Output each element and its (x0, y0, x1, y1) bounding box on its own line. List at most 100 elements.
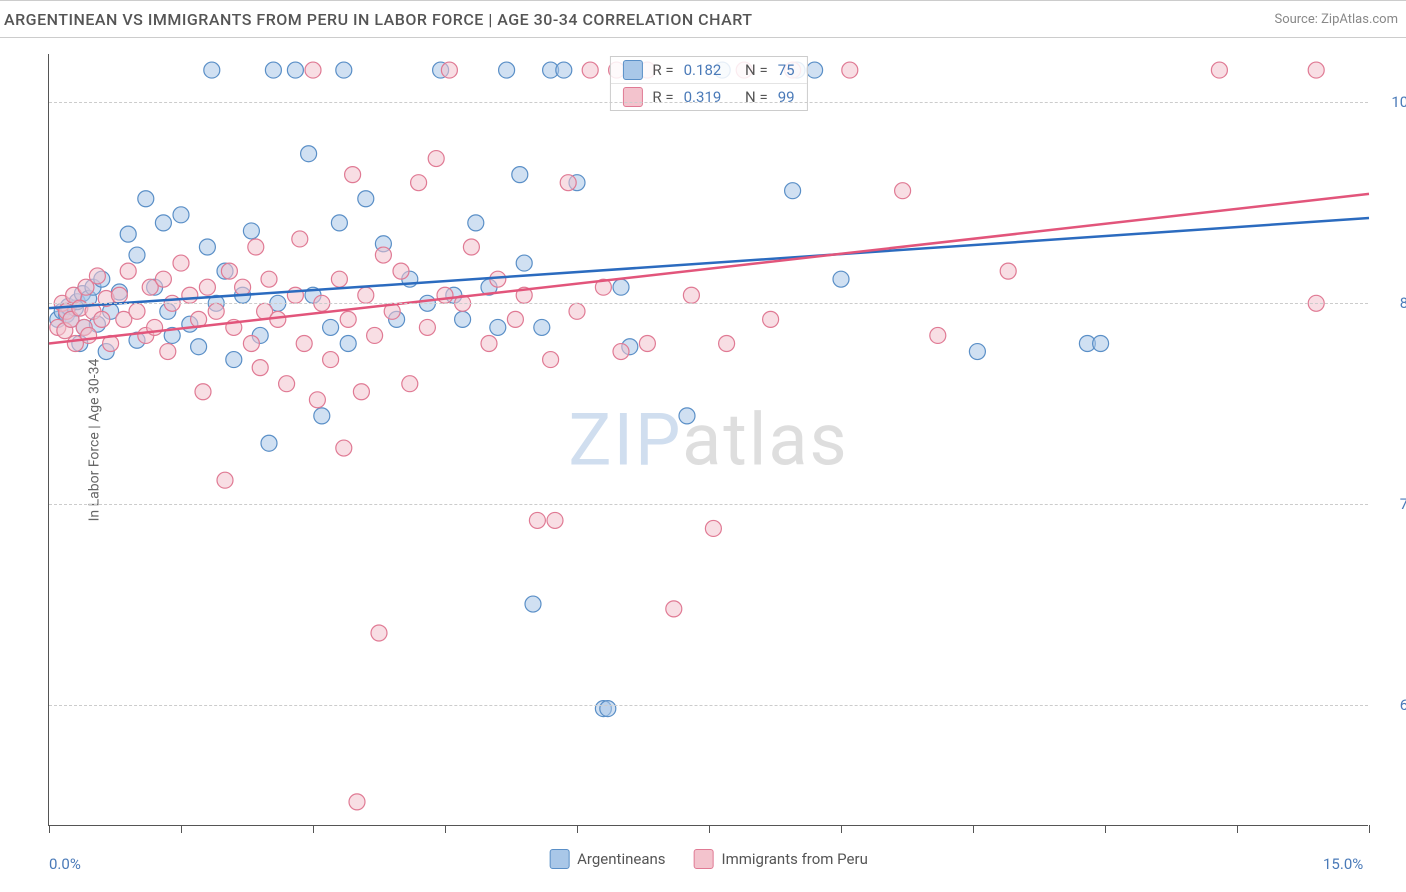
data-point (419, 319, 435, 335)
data-point (930, 327, 946, 343)
data-point (292, 231, 308, 247)
data-point (1308, 62, 1324, 78)
data-point (182, 287, 198, 303)
data-point (534, 319, 550, 335)
data-point (785, 183, 801, 199)
data-point (463, 239, 479, 255)
data-point (437, 287, 453, 303)
legend-n-label: N = (745, 61, 768, 79)
data-point (895, 183, 911, 199)
data-point (468, 215, 484, 231)
legend-bottom-label-1: Immigrants from Peru (722, 850, 868, 868)
x-axis-label: 0.0% (49, 855, 81, 873)
data-point (305, 62, 321, 78)
data-point (138, 191, 154, 207)
x-axis-label: 15.0% (1323, 855, 1363, 873)
data-point (1211, 62, 1227, 78)
data-point (358, 287, 374, 303)
data-point (411, 175, 427, 191)
data-point (842, 62, 858, 78)
legend-series: Argentineans Immigrants from Peru (549, 849, 868, 869)
x-tick (445, 825, 446, 833)
gridline-h (49, 705, 1368, 706)
legend-n-value-0: 75 (778, 61, 795, 79)
legend-item-1: Immigrants from Peru (694, 849, 868, 869)
data-point (129, 303, 145, 319)
y-tick-label: 100.0% (1376, 93, 1406, 111)
chart-title: ARGENTINEAN VS IMMIGRANTS FROM PERU IN L… (4, 10, 1274, 29)
data-point (340, 336, 356, 352)
data-point (499, 62, 515, 78)
data-point (763, 311, 779, 327)
data-point (441, 62, 457, 78)
legend-swatch-0 (622, 60, 642, 80)
x-tick (577, 825, 578, 833)
x-tick (49, 825, 50, 833)
data-point (94, 311, 110, 327)
data-point (323, 352, 339, 368)
data-point (160, 344, 176, 360)
data-point (191, 339, 207, 355)
x-tick (1369, 825, 1370, 833)
x-tick (709, 825, 710, 833)
legend-n-label: N = (745, 88, 768, 106)
y-tick-label: 75.0% (1376, 495, 1406, 513)
data-point (287, 62, 303, 78)
data-point (248, 239, 264, 255)
data-point (155, 215, 171, 231)
data-point (1000, 263, 1016, 279)
data-point (129, 247, 145, 263)
data-point (600, 701, 616, 717)
x-tick (841, 825, 842, 833)
data-point (336, 440, 352, 456)
y-tick-label: 87.5% (1376, 294, 1406, 312)
gridline-h (49, 303, 1368, 304)
trend-line (49, 194, 1369, 344)
data-point (287, 287, 303, 303)
data-point (301, 146, 317, 162)
data-point (314, 408, 330, 424)
x-tick (973, 825, 974, 833)
scatter-svg (49, 54, 1368, 825)
data-point (666, 601, 682, 617)
legend-swatch-1 (622, 87, 642, 107)
data-point (516, 255, 532, 271)
data-point (217, 472, 233, 488)
data-point (120, 263, 136, 279)
data-point (683, 287, 699, 303)
data-point (340, 311, 356, 327)
data-point (195, 384, 211, 400)
data-point (556, 62, 572, 78)
data-point (353, 384, 369, 400)
data-point (529, 512, 545, 528)
data-point (81, 327, 97, 343)
data-point (807, 62, 823, 78)
x-tick (313, 825, 314, 833)
data-point (173, 255, 189, 271)
gridline-h (49, 102, 1368, 103)
data-point (199, 279, 215, 295)
legend-bottom-label-0: Argentineans (577, 850, 665, 868)
data-point (719, 336, 735, 352)
data-point (296, 336, 312, 352)
data-point (490, 319, 506, 335)
data-point (243, 336, 259, 352)
legend-row-series-0: R = 0.182 N = 75 (610, 57, 806, 83)
data-point (367, 327, 383, 343)
legend-r-value-1: 0.319 (684, 88, 722, 106)
data-point (204, 62, 220, 78)
chart-source: Source: ZipAtlas.com (1274, 12, 1398, 27)
legend-bottom-swatch-1 (694, 849, 714, 869)
data-point (613, 344, 629, 360)
data-point (507, 311, 523, 327)
data-point (336, 62, 352, 78)
data-point (261, 435, 277, 451)
data-point (547, 512, 563, 528)
data-point (111, 287, 127, 303)
data-point (199, 239, 215, 255)
data-point (208, 303, 224, 319)
data-point (393, 263, 409, 279)
data-point (525, 596, 541, 612)
data-point (221, 263, 237, 279)
data-point (402, 376, 418, 392)
